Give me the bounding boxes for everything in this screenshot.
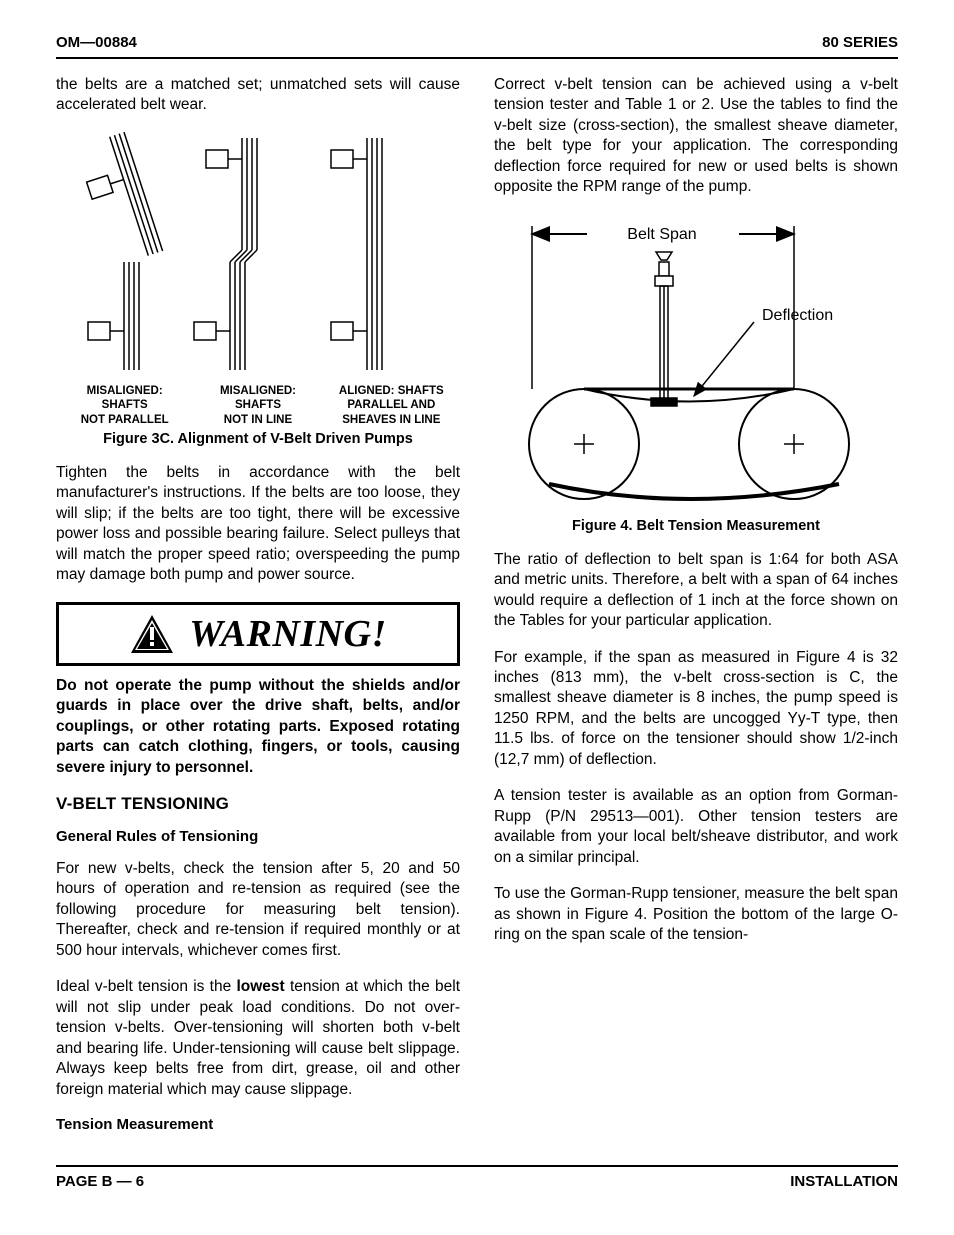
fig3c-label-c1: ALIGNED: SHAFTS [339,385,444,397]
header-left: OM—00884 [56,34,137,51]
figure-4: Belt Span Deflection Figure 4. Belt Tens… [494,214,898,534]
footer-right: INSTALLATION [790,1173,898,1190]
subhead-tension-measurement: Tension Measurement [56,1116,460,1133]
para-ideal-post: tension at which the belt will not slip … [56,978,460,1097]
para-new-belts: For new v-belts, check the tension after… [56,859,460,961]
footer-left: PAGE B — 6 [56,1173,144,1190]
fig4-deflection-label: Deflection [762,307,833,324]
figure-3c-svg [56,132,436,382]
header-right: 80 SERIES [822,34,898,51]
fig3c-label-a1: MISALIGNED: [87,385,163,397]
warning-icon [129,613,175,655]
section-vbelt-tensioning: V-BELT TENSIONING [56,794,460,814]
para-tighten: Tighten the belts in accordance with the… [56,463,460,586]
fig3c-label-a3: NOT PARALLEL [81,414,169,426]
intro-continuation: the belts are a matched set; unmatched s… [56,75,460,116]
warning-title: WARNING! [189,612,387,656]
para-tester: A tension tester is available as an opti… [494,786,898,868]
para-ratio: The ratio of deflection to belt span is … [494,550,898,632]
warning-box: WARNING! [56,602,460,666]
figure-3c: MISALIGNED: SHAFTS NOT PARALLEL MISALIGN… [56,132,460,447]
figure-4-svg: Belt Span Deflection [494,214,884,514]
fig3c-label-b1: MISALIGNED: [220,385,296,397]
fig3c-label-c3: SHEAVES IN LINE [342,414,440,426]
para-ideal-tension: Ideal v-belt tension is the lowest tensi… [56,977,460,1100]
figure-3c-caption: Figure 3C. Alignment of V-Belt Driven Pu… [56,431,460,447]
figure-4-caption: Figure 4. Belt Tension Measurement [494,518,898,534]
fig3c-label-c2: PARALLEL AND [347,399,435,411]
fig3c-label-b3: NOT IN LINE [224,414,292,426]
para-example: For example, if the span as measured in … [494,648,898,771]
para-ideal-pre: Ideal v-belt tension is the [56,978,236,995]
para-ideal-bold: lowest [236,978,284,995]
warning-text: Do not operate the pump without the shie… [56,676,460,778]
fig3c-label-b2: SHAFTS [235,399,281,411]
para-use-tensioner: To use the Gorman-Rupp tensioner, measur… [494,884,898,945]
para-correct-tension: Correct v-belt tension can be achieved u… [494,75,898,198]
fig4-span-label: Belt Span [627,226,696,243]
fig3c-label-a2: SHAFTS [102,399,148,411]
subhead-general-rules: General Rules of Tensioning [56,828,460,845]
